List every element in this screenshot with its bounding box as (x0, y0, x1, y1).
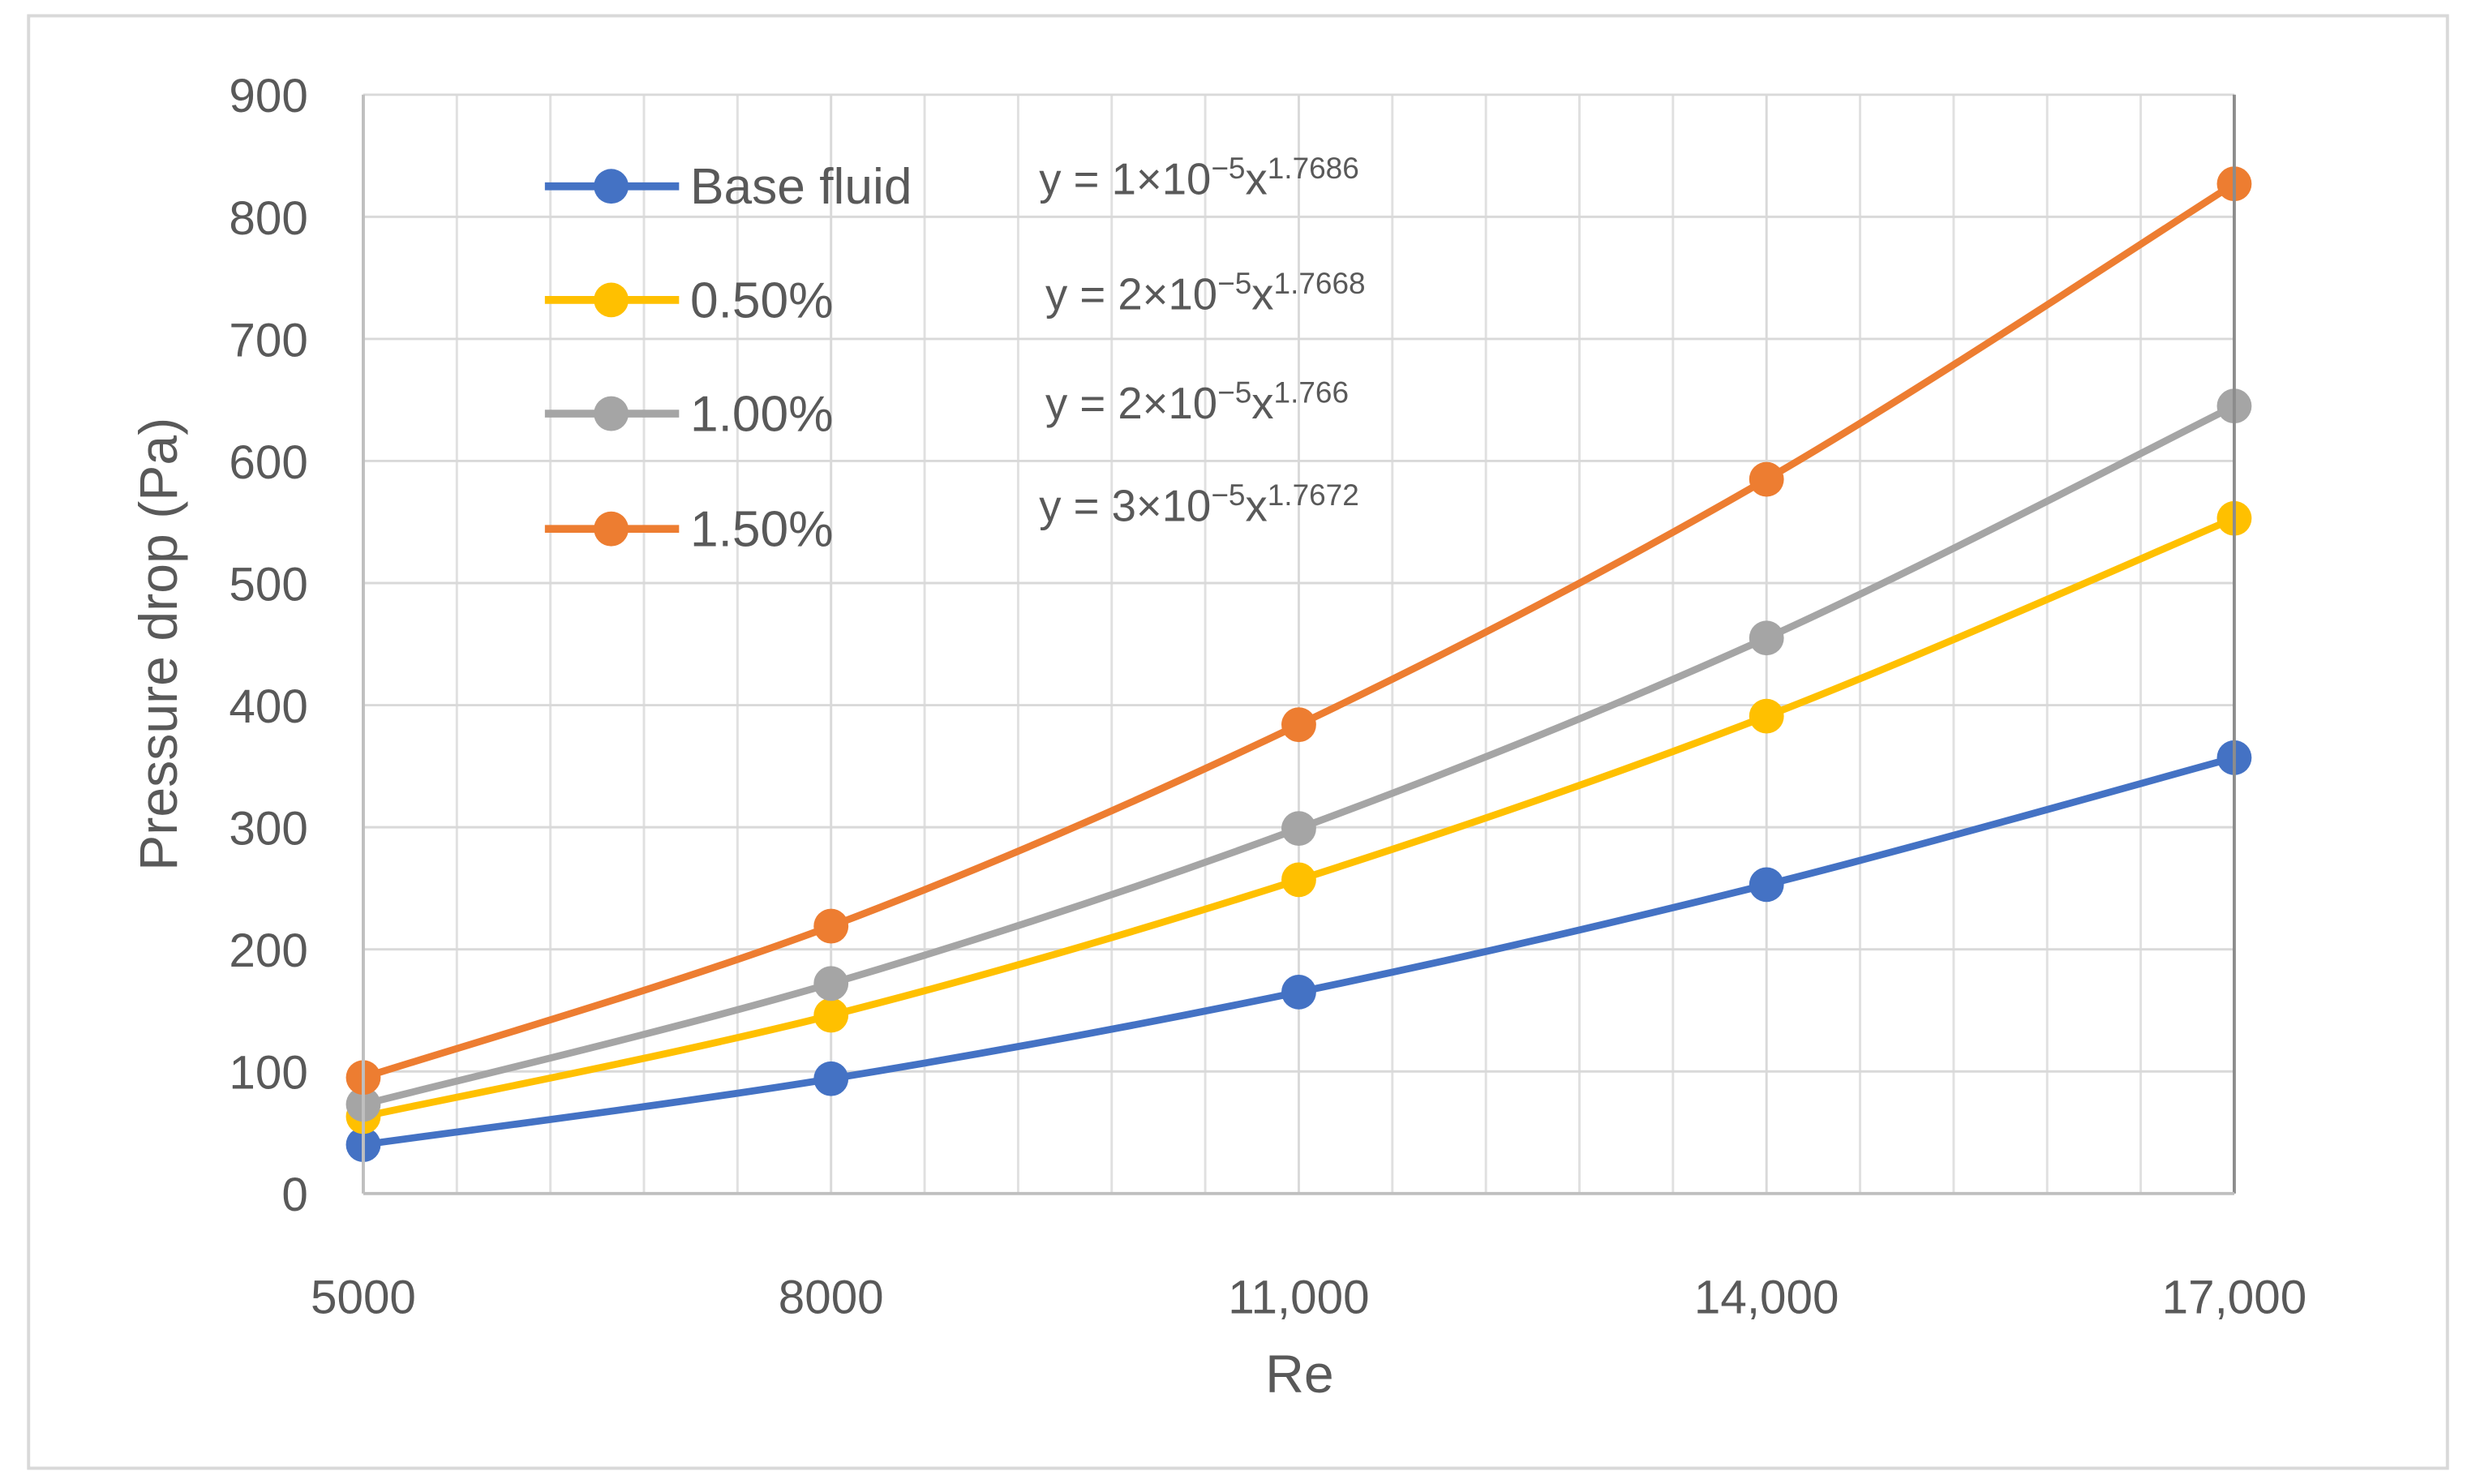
legend-marker (594, 396, 629, 431)
equation-exponent: −5 (1217, 267, 1251, 300)
x-tick-label: 5000 (311, 1272, 416, 1324)
data-point (1749, 867, 1784, 903)
legend-marker (594, 511, 629, 547)
equation-power: 1.7672 (1268, 478, 1359, 512)
x-tick-label: 14,000 (1694, 1272, 1839, 1324)
data-point (813, 997, 849, 1033)
data-point (1281, 862, 1316, 898)
y-tick-label: 400 (229, 680, 307, 733)
legend-marker (594, 282, 629, 318)
data-point (1749, 698, 1784, 734)
y-tick-label: 900 (229, 70, 307, 122)
data-point (1749, 461, 1784, 497)
data-point (813, 908, 849, 944)
trendline-equation: y = 3×10−5x1.7672 (1039, 478, 1359, 530)
trendline-equation: y = 2×10−5x1.7668 (1045, 267, 1366, 319)
equation-lead: y = 2×10 (1045, 270, 1217, 320)
legend-label: 1.00% (690, 386, 834, 442)
data-point (1281, 707, 1316, 743)
data-point (813, 1061, 849, 1096)
legend-marker (594, 169, 629, 204)
data-point (813, 966, 849, 1001)
x-tick-label: 11,000 (1228, 1272, 1369, 1324)
equation-power: 1.766 (1274, 375, 1350, 409)
data-point (1281, 811, 1316, 847)
trendline-equation: y = 2×10−5x1.766 (1045, 375, 1349, 427)
y-tick-label: 700 (229, 314, 307, 367)
equation-variable: x (1245, 154, 1267, 204)
x-tick-label: 8000 (779, 1272, 884, 1324)
x-axis-label: Re (1265, 1345, 1334, 1405)
trendline-equation: y = 1×10−5x1.7686 (1039, 152, 1359, 204)
y-axis-label: Pressure drop (Pa) (129, 418, 189, 871)
equation-variable: x (1251, 270, 1273, 320)
equation-exponent: −5 (1217, 375, 1251, 409)
y-tick-label: 0 (281, 1169, 307, 1221)
equation-variable: x (1251, 379, 1273, 428)
x-tick-label: 17,000 (2162, 1272, 2307, 1324)
equation-lead: y = 3×10 (1039, 481, 1211, 530)
equation-exponent: −5 (1211, 152, 1245, 185)
equation-lead: y = 2×10 (1045, 379, 1217, 428)
equation-variable: x (1245, 481, 1267, 530)
data-point (1281, 974, 1316, 1010)
data-point (1749, 620, 1784, 656)
y-tick-label: 200 (229, 924, 307, 977)
y-tick-label: 100 (229, 1047, 307, 1100)
equation-power: 1.7668 (1274, 267, 1366, 300)
y-tick-label: 500 (229, 558, 307, 611)
y-tick-label: 300 (229, 803, 307, 856)
y-tick-label: 600 (229, 436, 307, 489)
legend-label: Base fluid (690, 159, 912, 215)
equation-exponent: −5 (1211, 478, 1245, 512)
legend-label: 0.50% (690, 272, 834, 328)
equation-lead: y = 1×10 (1039, 154, 1211, 204)
chart-border (27, 14, 2449, 1470)
y-tick-label: 800 (229, 192, 307, 245)
legend-label: 1.50% (690, 502, 834, 558)
equation-power: 1.7686 (1268, 152, 1359, 185)
